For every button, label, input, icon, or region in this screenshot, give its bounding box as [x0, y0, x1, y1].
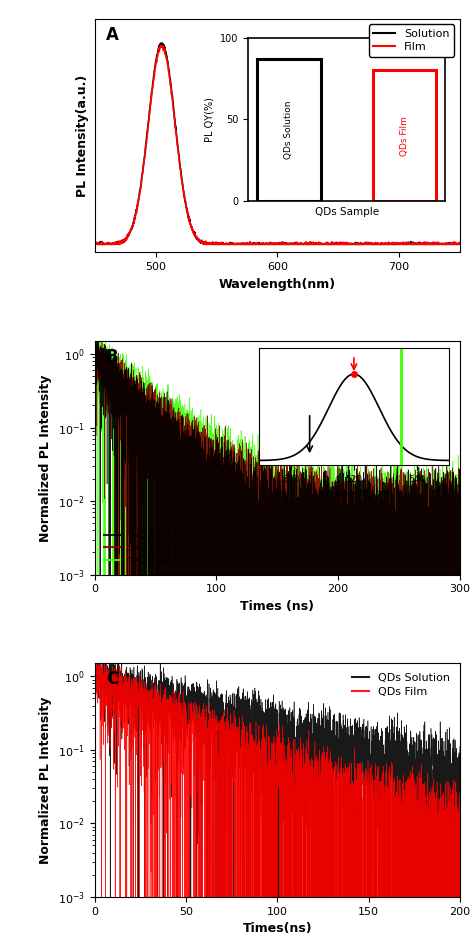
Solution	[255, 238, 260, 249]
t=22.87 ns	[457, 591, 463, 602]
Film	[247, 236, 253, 247]
X-axis label: Wavelength(nm): Wavelength(nm)	[219, 278, 336, 291]
Text: A: A	[106, 25, 118, 43]
Text: C: C	[106, 670, 118, 688]
Solution	[261, 239, 267, 250]
Line: QDs Solution: QDs Solution	[95, 657, 460, 919]
Solution	[135, 198, 141, 210]
t=21.64 ns	[457, 591, 463, 602]
QDs Film	[357, 762, 363, 773]
t=21.64 ns	[179, 591, 184, 602]
t=19.12 ns	[179, 479, 184, 490]
QDs Solution	[428, 913, 433, 924]
t=19.12 ns	[454, 591, 460, 602]
QDs Solution	[446, 801, 452, 812]
QDs Solution	[248, 694, 254, 705]
Solution	[92, 239, 98, 250]
QDs Film	[92, 651, 98, 663]
Solution	[247, 239, 253, 250]
t=19.12 ns	[255, 571, 261, 582]
Y-axis label: Normalized PL Intensity: Normalized PL Intensity	[39, 697, 53, 864]
t=22.87 ns	[96, 327, 102, 338]
Y-axis label: Normalized PL Intensity: Normalized PL Intensity	[39, 374, 53, 542]
t=21.64 ns	[112, 591, 118, 602]
Line: t=19.12 ns: t=19.12 ns	[95, 339, 460, 597]
Film	[135, 197, 141, 209]
t=21.64 ns	[92, 327, 98, 338]
Solution	[120, 235, 126, 246]
QDs Film	[92, 659, 98, 670]
X-axis label: Times(ns): Times(ns)	[243, 922, 312, 936]
t=22.87 ns	[94, 591, 100, 602]
t=19.12 ns	[177, 484, 182, 496]
QDs Film	[248, 749, 254, 760]
Film	[92, 239, 98, 250]
X-axis label: Times (ns): Times (ns)	[240, 599, 314, 613]
Line: Film: Film	[95, 45, 460, 244]
Film	[261, 239, 267, 250]
QDs Film	[246, 764, 251, 775]
t=21.64 ns	[255, 591, 261, 602]
t=22.87 ns	[177, 409, 182, 420]
Legend: QDs Solution, QDs Film: QDs Solution, QDs Film	[348, 669, 454, 701]
Solution	[457, 237, 463, 248]
Legend: Solution, Film: Solution, Film	[369, 25, 454, 57]
Line: Solution: Solution	[95, 43, 460, 244]
t=19.12 ns	[230, 591, 236, 602]
Legend: t=22.87 ns, t=21.64 ns, t=19.12 ns: t=22.87 ns, t=21.64 ns, t=19.12 ns	[100, 527, 191, 569]
t=19.12 ns	[92, 344, 98, 355]
Film	[255, 238, 260, 249]
t=19.12 ns	[181, 591, 186, 602]
QDs Solution	[92, 694, 98, 705]
QDs Film	[265, 783, 271, 794]
t=22.87 ns	[230, 591, 236, 602]
QDs Film	[428, 913, 433, 924]
Solution	[159, 38, 164, 49]
Line: t=21.64 ns: t=21.64 ns	[95, 332, 460, 597]
QDs Solution	[108, 913, 113, 924]
Film	[120, 237, 126, 248]
Line: QDs Film: QDs Film	[95, 657, 460, 919]
Film	[158, 40, 164, 51]
t=22.87 ns	[454, 469, 460, 480]
QDs Film	[92, 913, 98, 924]
t=22.87 ns	[255, 591, 261, 602]
t=19.12 ns	[97, 591, 103, 602]
t=19.12 ns	[457, 591, 463, 602]
QDs Solution	[357, 731, 363, 742]
Text: B: B	[106, 348, 118, 366]
t=22.87 ns	[92, 334, 98, 346]
QDs Solution	[246, 697, 251, 708]
QDs Film	[457, 813, 463, 824]
t=21.64 ns	[454, 509, 460, 520]
Line: t=22.87 ns: t=22.87 ns	[95, 332, 460, 597]
QDs Solution	[457, 741, 463, 752]
t=21.64 ns	[181, 538, 186, 549]
t=22.87 ns	[179, 591, 184, 602]
Y-axis label: PL Intensity(a.u.): PL Intensity(a.u.)	[76, 75, 89, 196]
t=19.12 ns	[96, 333, 101, 345]
QDs Film	[446, 816, 452, 827]
Film	[300, 239, 306, 250]
t=21.64 ns	[177, 591, 182, 602]
Solution	[300, 238, 306, 249]
QDs Solution	[265, 728, 271, 739]
t=22.87 ns	[181, 413, 186, 425]
QDs Solution	[103, 651, 109, 663]
t=21.64 ns	[229, 453, 235, 464]
Film	[457, 237, 463, 248]
